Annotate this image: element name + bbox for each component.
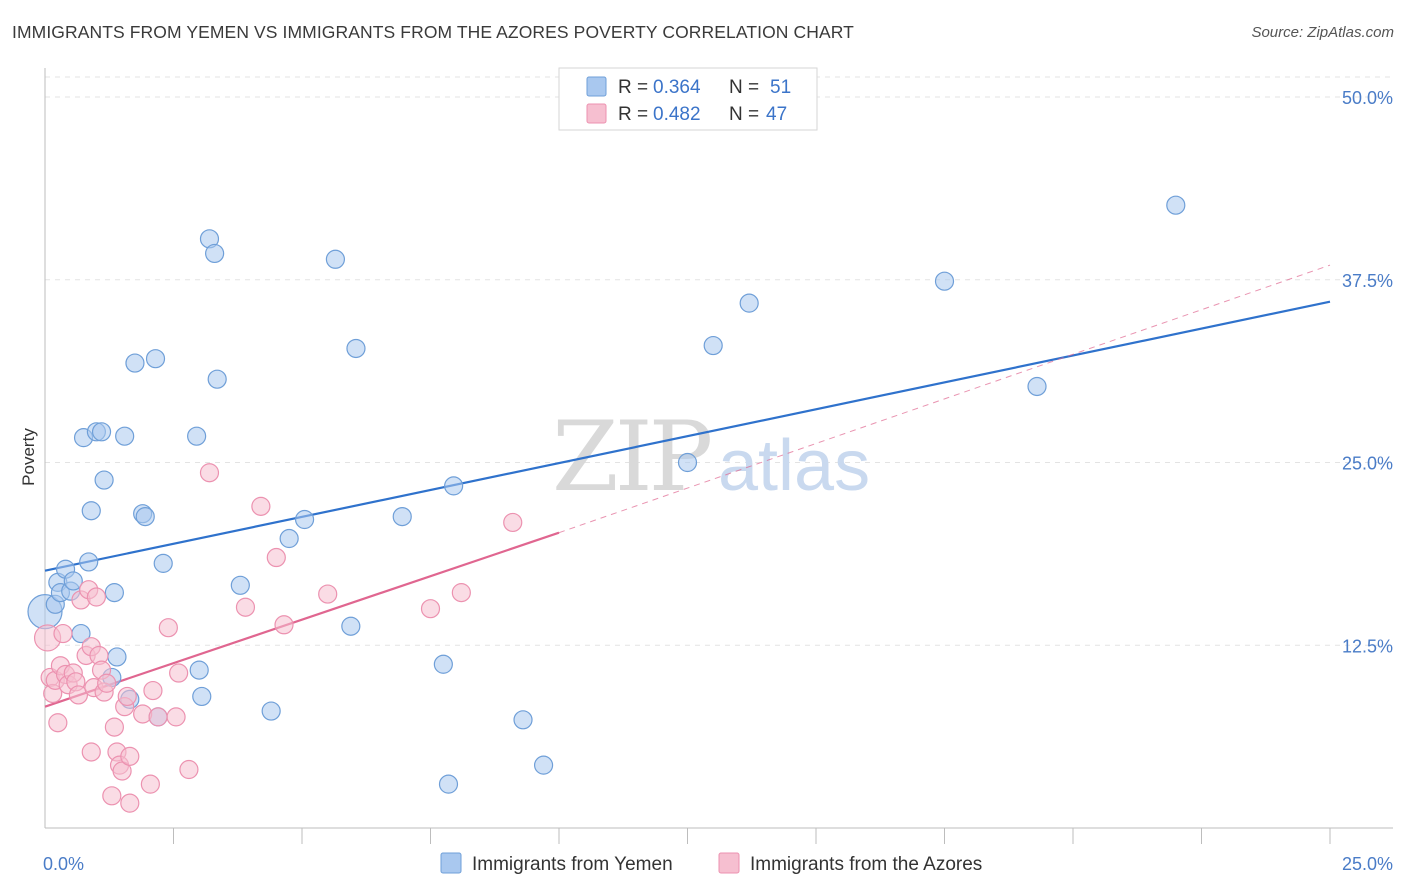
bottom-legend: Immigrants from Yemen Immigrants from th… [440,852,982,875]
point-azores [148,707,168,727]
y-tick-label: 37.5% [1342,271,1393,291]
point-azores [318,584,338,604]
point-azores [81,742,101,762]
point-yemen [91,422,112,442]
point-azores [251,496,271,516]
point-azores [97,673,117,693]
bottom-legend-label-yemen: Immigrants from Yemen [472,854,673,875]
point-azores [179,759,199,780]
point-azores [235,597,256,617]
point-yemen [294,509,315,530]
point-yemen [189,660,209,680]
point-yemen [192,686,212,707]
point-azores [420,599,441,619]
point-azores [169,663,189,683]
legend-r-label-azores: R = [618,104,648,125]
legend-r-label-yemen: R = [618,77,648,98]
bottom-legend-swatch-azores [718,852,740,874]
point-yemen [205,243,225,264]
legend-n-label-azores: N = [729,104,759,125]
trend-layer [44,264,1331,708]
point-yemen [703,335,723,356]
bottom-legend-label-azores: Immigrants from the Azores [750,854,982,875]
point-yemen [115,426,135,446]
point-yemen [433,654,453,674]
watermark-atlas: atlas [718,426,870,506]
point-azores [274,615,294,635]
legend-swatch-yemen [586,76,607,97]
point-yemen [934,271,955,291]
y-tick-label: 50.0% [1342,88,1393,108]
point-yemen [325,249,346,269]
trend-extension-azores [558,264,1331,534]
point-azores [104,717,124,737]
point-yemen [94,470,114,490]
point-yemen [104,583,124,603]
point-azores [451,583,471,603]
legend-r-value-azores: 0.482 [653,104,701,125]
points-layer [27,195,1186,813]
point-yemen [107,647,127,667]
legend-swatch-azores [586,103,607,124]
legend-box: R = 0.364 N = 51 R = 0.482 N = 47 [558,67,818,131]
legend-n-value-azores: 47 [766,104,787,125]
point-yemen [81,501,101,521]
point-yemen [63,571,83,591]
point-yemen [79,552,99,572]
point-azores [48,713,68,733]
point-azores [143,680,163,701]
point-yemen [230,575,250,595]
chart-title: IMMIGRANTS FROM YEMEN VS IMMIGRANTS FROM… [12,22,854,42]
bottom-legend-swatch-yemen [440,852,462,874]
point-azores [53,623,73,644]
point-yemen [261,701,281,721]
point-yemen [677,452,698,473]
point-yemen [739,293,759,313]
point-yemen [135,506,155,527]
point-yemen [145,349,166,369]
point-yemen [125,353,145,373]
point-azores [199,463,220,483]
point-azores [68,685,89,705]
point-azores [140,774,160,794]
point-azores [86,587,107,607]
source-label: Source: ZipAtlas.com [1251,24,1394,41]
point-yemen [346,338,366,359]
point-yemen [1166,195,1186,215]
point-yemen [533,755,554,775]
point-yemen [513,710,533,730]
y-tick-label: 25.0% [1342,454,1393,474]
point-yemen [207,369,227,389]
point-azores [120,793,140,813]
y-axis-label: Poverty [19,428,38,486]
legend-r-value-yemen: 0.364 [653,77,701,98]
point-yemen [187,426,207,446]
watermark: ZIP atlas [552,401,870,513]
point-yemen [444,476,464,496]
point-yemen [279,528,299,549]
x-tick-label: 25.0% [1342,854,1393,874]
point-azores [120,746,140,766]
point-azores [158,618,178,638]
point-azores [166,707,186,727]
point-azores [102,786,122,806]
legend-n-label-yemen: N = [729,77,759,98]
point-yemen [1027,376,1047,397]
grid-layer [45,76,1393,646]
point-azores [266,547,286,568]
y-tick-label: 12.5% [1342,636,1393,656]
trend-line-yemen [44,300,1331,572]
legend-n-value-yemen: 51 [770,77,791,98]
point-yemen [341,616,361,636]
point-azores [503,512,523,533]
trend-line-azores [44,531,560,708]
axes-layer: 12.5% 25.0% 37.5% 50.0% 0.0% 25.0% [43,68,1393,874]
point-azores [117,686,137,707]
point-yemen [438,774,459,794]
x-tick-label: 0.0% [43,854,84,874]
point-yemen [392,506,412,527]
point-yemen [153,553,173,573]
